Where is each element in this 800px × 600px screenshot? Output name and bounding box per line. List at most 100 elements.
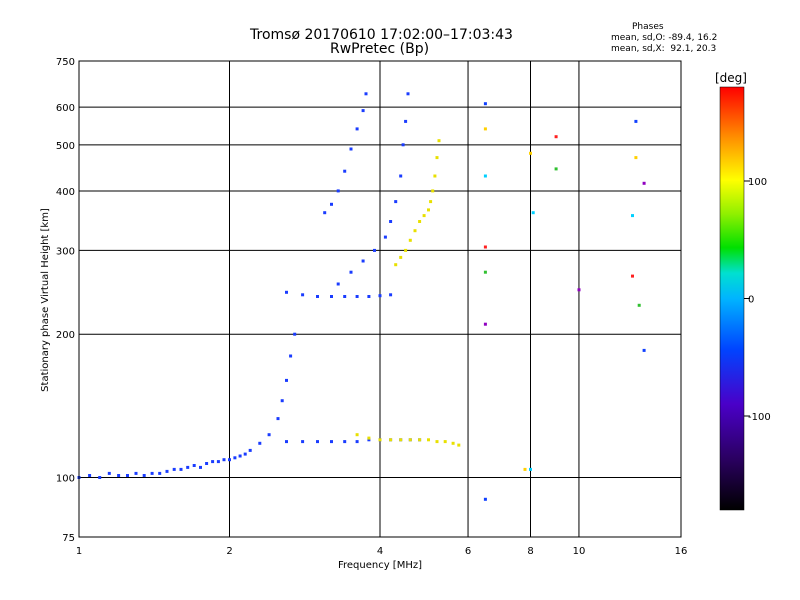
data-point [378, 294, 382, 298]
phase-legend-o-mode: mean, sd,O: -89.4, 16.2 [611, 33, 718, 43]
data-point [634, 119, 638, 123]
data-point [457, 443, 461, 447]
data-point [399, 255, 403, 259]
data-point [361, 109, 365, 113]
data-point [404, 248, 408, 252]
data-point [267, 433, 271, 437]
data-point [336, 189, 340, 193]
grid-layer [79, 61, 681, 537]
data-point [330, 440, 333, 444]
data-point [378, 438, 382, 442]
data-point [433, 174, 437, 178]
data-point [343, 295, 347, 298]
data-point [529, 151, 532, 155]
data-point [150, 471, 154, 475]
data-point [389, 438, 393, 442]
data-point [437, 139, 441, 143]
data-point [483, 270, 487, 274]
data-point [343, 169, 347, 173]
data-point [483, 174, 487, 178]
data-point [192, 464, 196, 467]
x-tick-label: 6 [465, 546, 471, 557]
data-point [431, 189, 435, 193]
data-point [330, 202, 333, 206]
data-point [301, 440, 305, 444]
data-point [349, 270, 353, 274]
data-point [293, 332, 297, 336]
colorbar-tick-label: -100 [748, 412, 771, 423]
data-point [373, 248, 376, 252]
data-point [443, 440, 447, 444]
data-point [399, 438, 403, 442]
data-point [285, 290, 288, 294]
data-point [330, 295, 333, 298]
data-point [404, 119, 408, 123]
data-point [523, 467, 527, 471]
data-point [98, 476, 102, 479]
colorbar-label: [deg] [715, 71, 747, 85]
chart-title: Tromsø 20170610 17:02:00–17:03:43 [250, 27, 513, 43]
data-point [216, 460, 220, 464]
data-point [367, 438, 371, 442]
data-point [413, 229, 417, 233]
colorbar-tick-label: 100 [748, 177, 767, 188]
data-point [343, 440, 347, 444]
data-point [238, 454, 242, 458]
data-point [355, 127, 359, 131]
data-point [355, 433, 359, 437]
data-point [126, 474, 129, 477]
data-point [285, 378, 288, 382]
points-layer [77, 92, 646, 501]
data-point [323, 211, 327, 215]
x-tick-label: 16 [675, 546, 688, 557]
data-point [134, 471, 138, 475]
colorbar [719, 86, 745, 511]
data-point [483, 497, 487, 501]
data-point [418, 220, 422, 223]
data-point [642, 181, 646, 185]
data-point [634, 156, 638, 160]
x-tick-label: 1 [76, 546, 82, 557]
phase-legend-x-mode: mean, sd,X: 92.1, 20.3 [611, 44, 717, 54]
y-axis-label: Stationary phase Virtual Height [km] [40, 208, 51, 392]
data-point [199, 465, 202, 469]
data-point [355, 295, 359, 298]
data-point [316, 295, 319, 298]
data-point [429, 200, 433, 204]
data-point [427, 438, 430, 442]
data-point [364, 92, 368, 96]
data-point [280, 399, 284, 403]
data-point [355, 440, 359, 444]
data-point [361, 259, 365, 263]
data-point [408, 438, 412, 442]
data-point [394, 200, 398, 204]
data-point [349, 147, 353, 151]
data-point [165, 469, 169, 473]
data-point [142, 474, 146, 477]
data-point [577, 288, 581, 292]
data-point [483, 245, 487, 249]
data-point [243, 452, 247, 456]
y-tick-label: 200 [56, 330, 75, 341]
data-point [427, 208, 430, 212]
y-tick-label: 500 [56, 141, 75, 152]
data-point [418, 438, 422, 442]
data-point [205, 462, 209, 465]
data-point [186, 465, 190, 469]
data-point [248, 448, 252, 452]
colorbar-tick-label: 0 [748, 295, 754, 306]
data-point [435, 440, 439, 444]
data-point [642, 348, 646, 352]
plot-frame [78, 60, 682, 538]
data-point [301, 293, 305, 297]
data-point [399, 174, 403, 178]
data-point [258, 441, 262, 445]
data-point [117, 474, 121, 477]
data-point [383, 235, 387, 239]
x-tick-label: 2 [226, 546, 232, 557]
data-point [172, 467, 176, 471]
data-point [316, 440, 319, 444]
x-tick-label: 10 [573, 546, 586, 557]
data-point [179, 467, 183, 471]
